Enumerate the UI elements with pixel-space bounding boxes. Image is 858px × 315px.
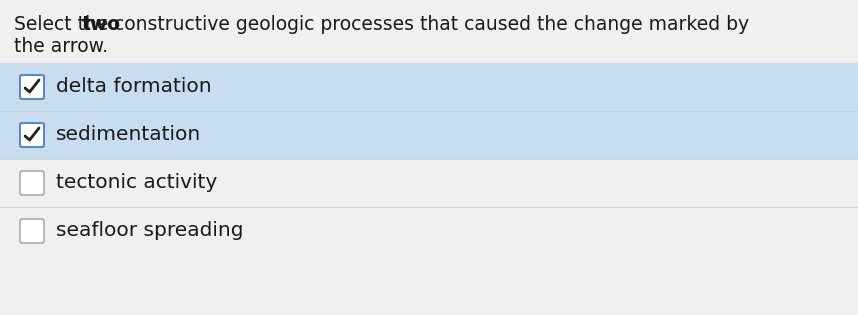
Text: constructive geologic processes that caused the change marked by: constructive geologic processes that cau… (108, 15, 749, 34)
Text: the arrow.: the arrow. (14, 37, 108, 56)
Text: two: two (82, 15, 121, 34)
Text: tectonic activity: tectonic activity (56, 174, 217, 192)
Text: seafloor spreading: seafloor spreading (56, 221, 244, 240)
FancyBboxPatch shape (20, 75, 44, 99)
Text: sedimentation: sedimentation (56, 125, 202, 145)
FancyBboxPatch shape (0, 63, 858, 111)
FancyBboxPatch shape (20, 171, 44, 195)
Text: Select the: Select the (14, 15, 114, 34)
FancyBboxPatch shape (20, 123, 44, 147)
Text: delta formation: delta formation (56, 77, 212, 96)
FancyBboxPatch shape (0, 111, 858, 159)
FancyBboxPatch shape (20, 219, 44, 243)
